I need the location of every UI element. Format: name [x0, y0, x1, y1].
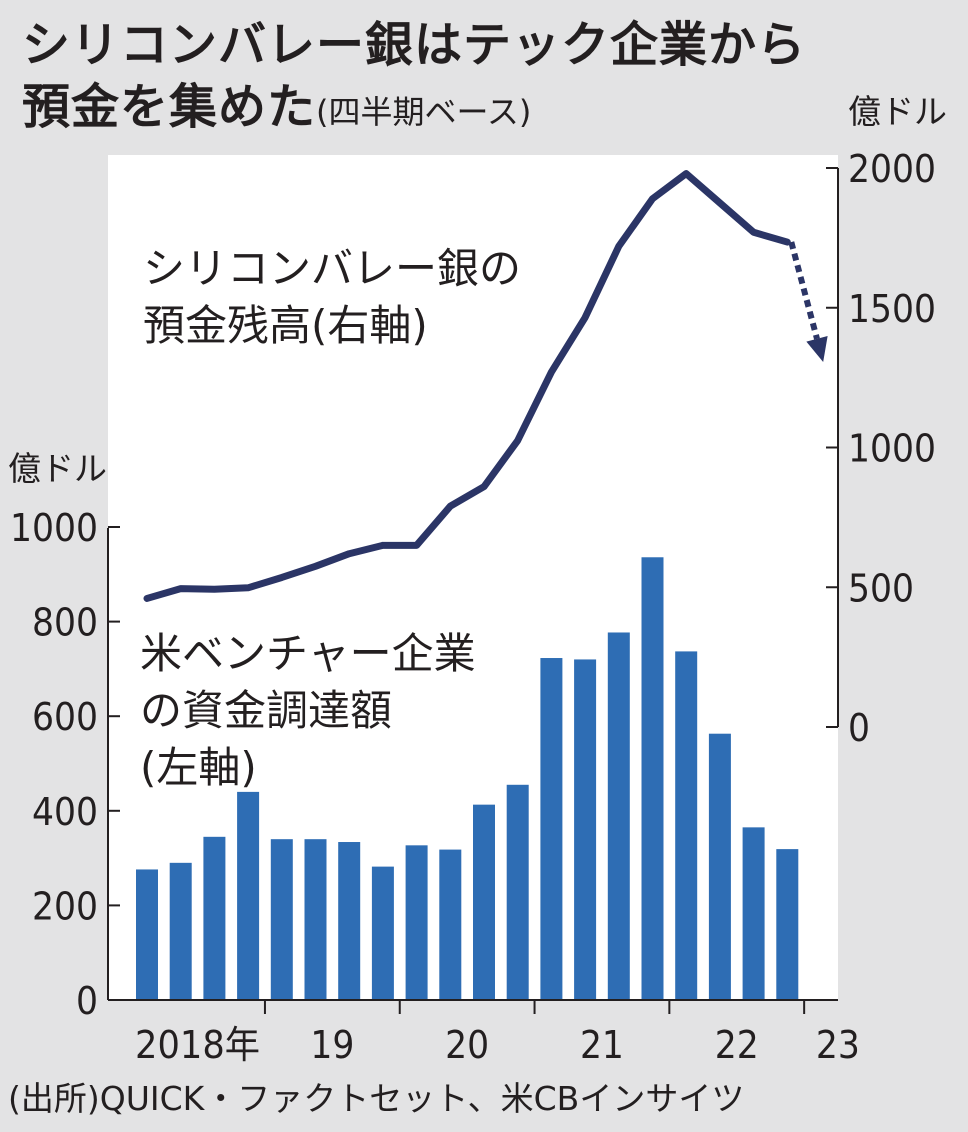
deposit-projection-line [788, 241, 820, 340]
bar-2021Q1 [540, 658, 563, 1000]
x-tick-label-20: 20 [445, 1023, 489, 1067]
x-tick-label-19: 19 [310, 1023, 354, 1067]
title-line-1: シリコンバレー銀はテック企業から [22, 17, 807, 73]
bar-series-label-2: (左軸) [140, 743, 257, 792]
chart-subtitle: (四半期ベース) [316, 93, 532, 131]
bar-2021Q4 [641, 557, 664, 1000]
left-tick-label-600: 600 [32, 695, 98, 739]
bar-2020Q3 [473, 804, 495, 1000]
source-note: (出所)QUICK・ファクトセット、米CBインサイツ [8, 1079, 745, 1118]
left-tick-label-200: 200 [32, 884, 98, 928]
bar-2019Q4 [371, 866, 394, 1000]
bar-2021Q2 [574, 659, 597, 1000]
x-tick-label-23: 23 [816, 1023, 860, 1067]
bar-2020Q2 [439, 849, 462, 1000]
bar-2019Q1 [270, 839, 293, 1000]
bar-series-label-1: の資金調達額 [140, 686, 392, 735]
x-tick-label-2018年: 2018年 [135, 1023, 260, 1067]
bar-2022Q3 [742, 827, 765, 1000]
bar-2018Q3 [203, 836, 226, 1000]
left-axis-unit: 億ドル [8, 449, 107, 488]
bar-2018Q1 [136, 869, 158, 1000]
left-tick-label-0: 0 [76, 979, 98, 1023]
bar-2021Q3 [607, 632, 630, 1000]
bar-2022Q4 [776, 849, 799, 1000]
bar-2022Q2 [708, 733, 731, 1000]
left-tick-label-1000: 1000 [10, 506, 98, 550]
bar-2019Q2 [304, 839, 327, 1000]
x-tick-label-21: 21 [580, 1023, 624, 1067]
x-tick-label-22: 22 [715, 1023, 759, 1067]
bar-2018Q4 [237, 791, 260, 1000]
left-tick-label-800: 800 [32, 601, 98, 645]
bar-2020Q1 [405, 845, 428, 1000]
deposit-line [143, 170, 791, 602]
deposit-projection-arrowhead [806, 336, 828, 363]
bar-2018Q2 [169, 862, 192, 1000]
right-tick-label-0: 0 [848, 706, 870, 750]
title-line-2: 預金を集めた(四半期ベース) [22, 76, 806, 143]
right-tick-label-2000: 2000 [848, 147, 936, 191]
right-tick-label-1500: 1500 [848, 287, 936, 331]
chart-title: シリコンバレー銀はテック企業から 預金を集めた(四半期ベース) [22, 14, 806, 143]
right-tick-label-500: 500 [848, 566, 914, 610]
right-tick-label-1000: 1000 [848, 427, 936, 471]
line-series-label-1: 預金残高(右軸) [143, 301, 428, 350]
left-tick-label-400: 400 [32, 790, 98, 834]
bar-2022Q1 [675, 651, 698, 1000]
bar-2019Q3 [338, 842, 361, 1000]
bar-series-label-0: 米ベンチャー企業 [140, 629, 476, 678]
bar-2020Q4 [506, 784, 529, 1000]
line-series-label-0: シリコンバレー銀の [143, 244, 521, 293]
title-line-2-main: 預金を集めた [22, 79, 317, 135]
right-axis-unit: 億ドル [848, 92, 947, 131]
